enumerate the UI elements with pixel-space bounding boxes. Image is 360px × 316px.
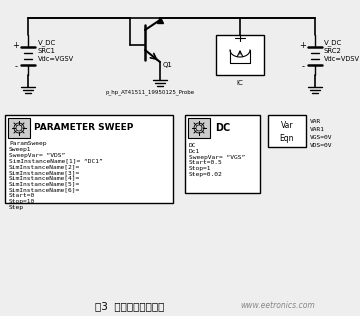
- Bar: [8, 118, 30, 138]
- Text: -: -: [302, 63, 305, 71]
- Text: Q1: Q1: [163, 62, 173, 68]
- Text: Vdc=VDSV: Vdc=VDSV: [324, 56, 360, 62]
- Text: Eqn: Eqn: [280, 134, 294, 143]
- Text: VGS=0V: VGS=0V: [310, 135, 333, 140]
- Text: PARAMETER SWEEP: PARAMETER SWEEP: [34, 124, 133, 132]
- Text: +: +: [300, 40, 306, 50]
- Text: -: -: [14, 63, 18, 71]
- Bar: [216, 35, 264, 75]
- Text: V_DC: V_DC: [324, 40, 342, 46]
- Text: DC
Dc1
SweepVar= “VGS”
Start=0.5
Stop=1
Step=0.02: DC Dc1 SweepVar= “VGS” Start=0.5 Stop=1 …: [189, 143, 245, 177]
- Text: 图3  封装模型仿真电路: 图3 封装模型仿真电路: [95, 301, 165, 311]
- Text: VAR: VAR: [310, 119, 321, 124]
- Text: ParamSweep
Sweep1
SweepVar= “VDS”
SimInstanceName[1]= “DC1”
SimInstanceName[2]=
: ParamSweep Sweep1 SweepVar= “VDS” SimIns…: [9, 141, 103, 210]
- Text: V_DC: V_DC: [38, 40, 56, 46]
- Bar: [5, 115, 173, 203]
- Bar: [268, 115, 306, 147]
- Bar: [185, 115, 260, 193]
- Text: VAR1: VAR1: [310, 127, 325, 132]
- Text: SRC1: SRC1: [38, 48, 56, 54]
- Text: Var: Var: [281, 121, 293, 130]
- Text: +: +: [13, 40, 19, 50]
- Text: p_hp_AT41511_19950125_Probe: p_hp_AT41511_19950125_Probe: [105, 89, 194, 95]
- Text: DC: DC: [215, 123, 230, 133]
- Text: Vdc=VGSV: Vdc=VGSV: [38, 56, 74, 62]
- Text: VDS=0V: VDS=0V: [310, 143, 333, 148]
- Bar: [188, 118, 210, 138]
- Text: IC: IC: [237, 80, 243, 86]
- Text: SRC2: SRC2: [324, 48, 342, 54]
- Text: www.eetronics.com: www.eetronics.com: [240, 301, 315, 311]
